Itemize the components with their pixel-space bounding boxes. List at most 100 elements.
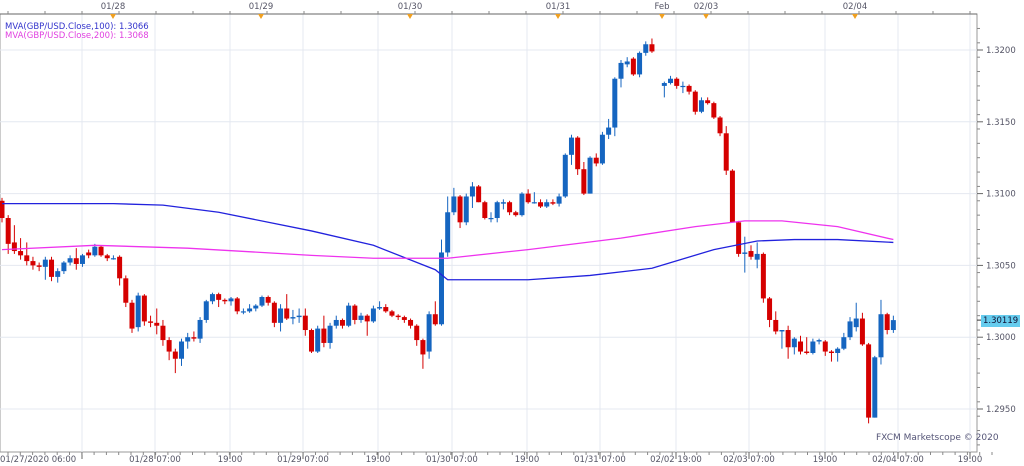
candle-up: [742, 236, 748, 273]
candle-body: [878, 314, 884, 358]
candle-up: [810, 338, 816, 355]
candle-up: [327, 322, 333, 349]
candle-body: [668, 78, 674, 84]
candle-down: [575, 136, 581, 175]
candle-up: [197, 317, 203, 343]
candle-down: [30, 256, 36, 270]
y-tick-label: 1.3000: [986, 333, 1016, 343]
candle-body: [160, 325, 166, 341]
day-marker-icon: [703, 14, 709, 19]
candle-down: [859, 312, 865, 346]
candle-body: [798, 341, 804, 352]
candle-down: [692, 90, 698, 115]
candle-body: [767, 298, 773, 320]
candle-body: [191, 337, 197, 339]
candle-body: [711, 103, 717, 118]
candle-up: [358, 312, 364, 323]
candle-up: [209, 292, 215, 305]
candle-up: [847, 317, 853, 341]
candle-down: [767, 296, 773, 328]
candle-up: [606, 118, 612, 140]
candle-up: [203, 299, 209, 323]
candle-body: [364, 315, 370, 322]
candle-up: [426, 311, 432, 359]
candle-body: [482, 202, 488, 219]
candle-down: [36, 262, 42, 272]
candle-down: [785, 325, 791, 359]
candle-body: [500, 202, 506, 204]
candle-up: [680, 81, 686, 94]
x-tick-label: 01/31 07:00: [574, 455, 626, 465]
candle-down: [104, 253, 110, 262]
candle-up: [179, 338, 185, 366]
x-tick-label: 19:00: [958, 455, 983, 465]
candle-body: [339, 319, 345, 326]
candle-body: [408, 319, 414, 326]
candle-body: [42, 259, 48, 267]
day-marker-icon: [258, 14, 264, 19]
x-tick-label: 01/27/2020 06:00: [0, 455, 76, 465]
y-tick-label: 1.3150: [986, 118, 1016, 128]
candle-up: [544, 199, 550, 208]
candle-body: [779, 330, 785, 332]
candle-down: [457, 195, 463, 229]
candle-body: [637, 52, 643, 75]
candle-up: [247, 304, 253, 313]
candle-down: [717, 116, 723, 137]
candle-up: [519, 192, 525, 217]
candle-body: [859, 318, 865, 345]
candle-body: [209, 294, 215, 302]
candle-body: [698, 100, 704, 112]
candle-down: [73, 248, 79, 270]
candle-body: [531, 202, 537, 204]
candle-down: [129, 299, 135, 333]
candle-up: [835, 347, 841, 362]
candle-up: [315, 325, 321, 353]
candle-down: [154, 308, 160, 335]
candle-body: [810, 341, 816, 353]
candle-body: [692, 91, 698, 112]
ma100-line: [2, 203, 894, 281]
candle-down: [5, 215, 11, 254]
candle-up: [562, 153, 568, 198]
candle-down: [482, 200, 488, 220]
candle-body: [185, 337, 191, 342]
candles: [0, 38, 896, 424]
candle-down: [538, 199, 544, 208]
candle-down: [284, 294, 290, 320]
ma200-line: [1, 220, 894, 259]
candle-body: [519, 193, 525, 216]
candle-body: [791, 338, 797, 348]
candle-body: [284, 308, 290, 319]
x-tick-label: 02/02 19:00: [650, 455, 702, 465]
candle-down: [123, 275, 129, 308]
candle-up: [296, 308, 302, 323]
y-tick-label: 1.3200: [986, 46, 1016, 56]
candle-body: [222, 299, 228, 302]
candle-down: [401, 315, 407, 323]
candle-down: [736, 220, 742, 257]
x-tick-label: 02/03 07:00: [723, 455, 775, 465]
candle-down: [339, 318, 345, 329]
candle-up: [228, 296, 234, 306]
candle-up: [438, 239, 444, 326]
candle-body: [630, 58, 636, 75]
candle-down: [395, 314, 401, 320]
candle-down: [748, 245, 754, 260]
candle-body: [253, 305, 259, 309]
candle-body: [612, 78, 618, 128]
candle-up: [531, 192, 537, 204]
legend-ma100: MVA(GBP/USD.Close,100): 1.3066: [5, 22, 149, 32]
x-tick-label: 19:00: [515, 455, 540, 465]
candle-body: [686, 85, 692, 92]
candle-body: [92, 246, 98, 256]
candle-body: [606, 127, 612, 135]
candle-body: [61, 262, 67, 272]
candle-down: [550, 199, 556, 206]
candle-body: [624, 61, 630, 65]
candle-down: [513, 210, 519, 217]
legend-ma200: MVA(GBP/USD.Close,200): 1.3068: [5, 31, 149, 41]
candle-body: [401, 317, 407, 320]
candle-body: [123, 278, 129, 303]
